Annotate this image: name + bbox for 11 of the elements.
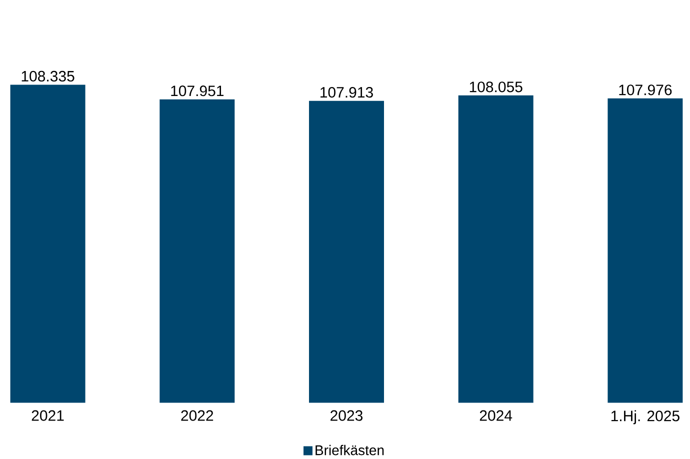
x-tick-label: 2024 — [480, 410, 512, 422]
data-label: 108.055 — [470, 82, 522, 92]
legend-label: Briefkästen — [316, 445, 384, 456]
x-tick-label: 1.Hj. 2025 — [611, 410, 680, 424]
data-label: 107.951 — [171, 86, 224, 96]
data-label: 107.913 — [320, 87, 373, 98]
data-label: 107.976 — [619, 84, 672, 96]
data-label: 108.335 — [22, 71, 74, 82]
x-tick-label: 2023 — [330, 410, 363, 422]
x-tick-label: 2022 — [181, 410, 214, 422]
x-tick-label: 2021 — [32, 410, 64, 422]
